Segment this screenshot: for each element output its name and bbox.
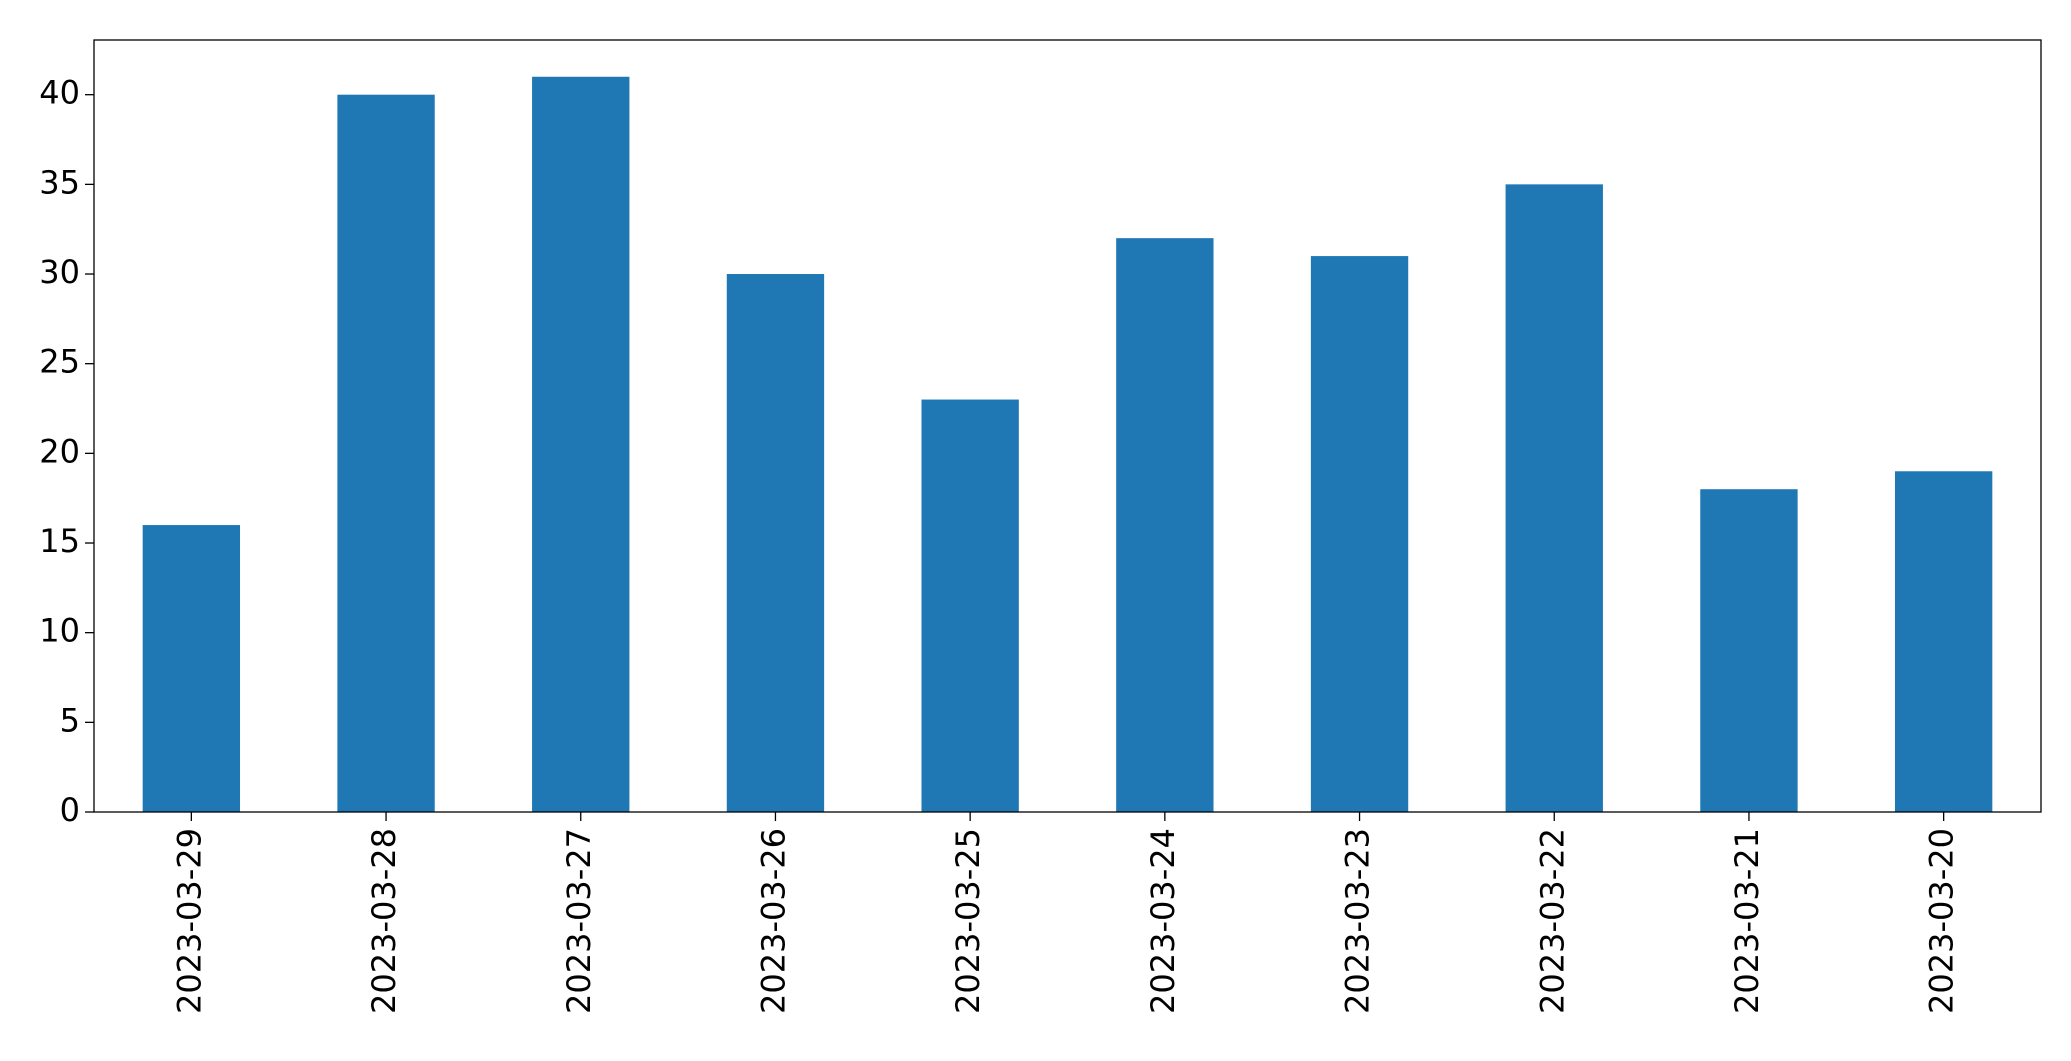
y-tick-label: 15 <box>39 522 80 560</box>
x-tick-label: 2023-03-23 <box>1339 828 1377 1014</box>
y-tick-label: 40 <box>39 74 80 112</box>
x-tick-label: 2023-03-24 <box>1144 828 1182 1014</box>
x-tick-label: 2023-03-21 <box>1728 828 1766 1014</box>
y-tick-label: 25 <box>39 343 80 381</box>
bar <box>1116 238 1214 812</box>
y-tick-label: 35 <box>39 163 80 201</box>
x-tick-label: 2023-03-20 <box>1923 828 1961 1014</box>
bar <box>1894 471 1993 812</box>
bar <box>1700 489 1798 812</box>
y-tick-label: 10 <box>39 612 80 650</box>
bar <box>1505 184 1603 812</box>
bar <box>1310 256 1409 812</box>
x-tick-label: 2023-03-28 <box>365 828 403 1014</box>
bar <box>921 399 1019 812</box>
bar <box>142 525 241 812</box>
y-tick-label: 0 <box>60 791 80 829</box>
bar <box>337 94 435 813</box>
y-tick-label: 20 <box>39 432 80 470</box>
x-tick-label: 2023-03-27 <box>560 828 598 1014</box>
x-tick-label: 2023-03-25 <box>949 828 987 1014</box>
y-tick-label: 30 <box>39 253 80 291</box>
y-tick-label: 5 <box>60 701 80 739</box>
x-tick-label: 2023-03-22 <box>1533 828 1571 1014</box>
x-tick-label: 2023-03-29 <box>170 828 208 1014</box>
bar <box>726 274 825 813</box>
plot-frame <box>93 39 2042 813</box>
x-tick-label: 2023-03-26 <box>754 828 792 1014</box>
bar <box>532 76 630 812</box>
